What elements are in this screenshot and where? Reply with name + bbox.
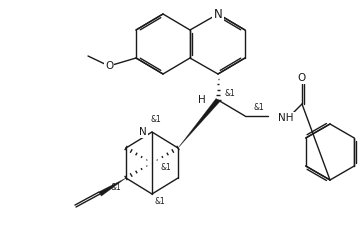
Text: &1: &1 xyxy=(110,183,121,192)
Text: O: O xyxy=(298,73,306,83)
Polygon shape xyxy=(99,178,126,196)
Text: &1: &1 xyxy=(254,104,264,113)
Text: &1: &1 xyxy=(225,89,235,99)
Text: &1: &1 xyxy=(151,116,161,124)
Text: H: H xyxy=(198,95,206,105)
Text: N: N xyxy=(214,7,222,20)
Polygon shape xyxy=(178,98,220,148)
Text: &1: &1 xyxy=(155,197,165,207)
Text: NH: NH xyxy=(278,113,293,123)
Text: &1: &1 xyxy=(161,163,171,173)
Text: O: O xyxy=(105,61,113,71)
Text: N: N xyxy=(139,127,147,137)
